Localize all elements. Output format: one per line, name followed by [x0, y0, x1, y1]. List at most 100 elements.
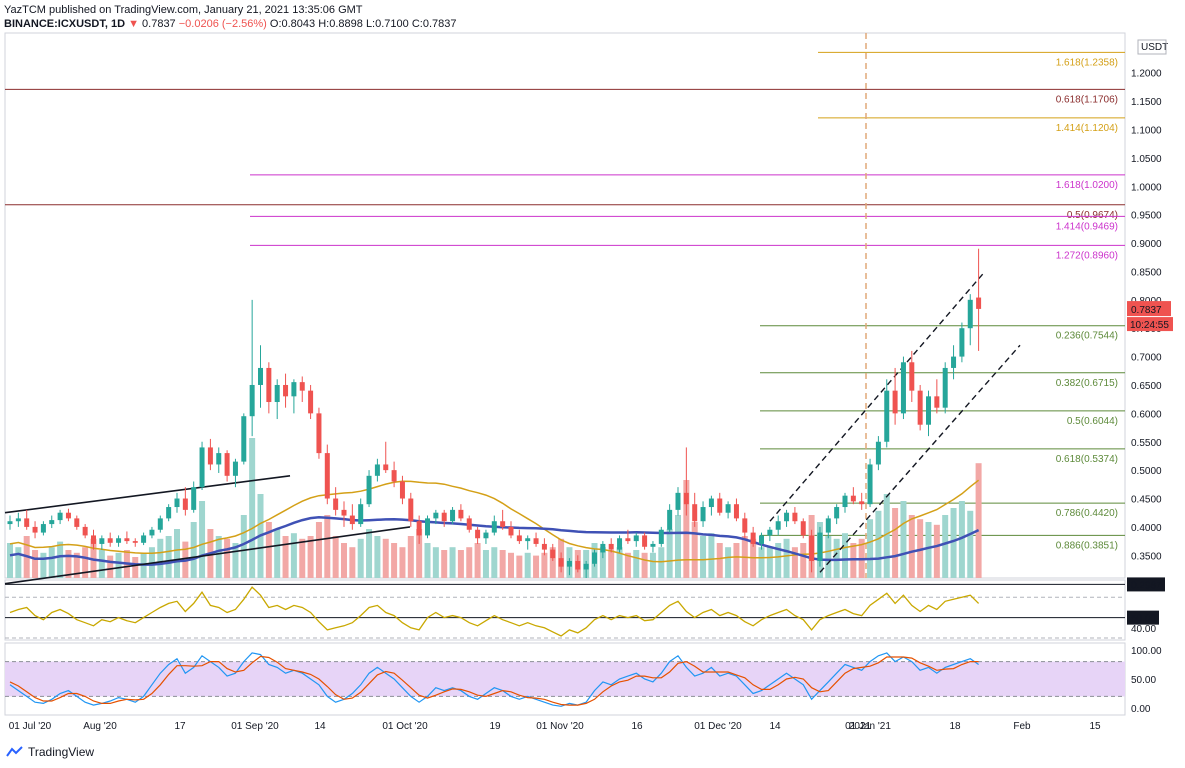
candle-body [116, 538, 122, 543]
price-tick: 0.7000 [1131, 353, 1162, 364]
volume-bar [132, 557, 139, 578]
volume-bar [249, 438, 256, 578]
last-price-label: 0.7837 [1131, 305, 1162, 316]
volume-bar [491, 547, 498, 578]
price-tick: 0.9000 [1131, 239, 1162, 250]
volume-bar [315, 522, 322, 578]
candle-body [7, 521, 13, 525]
candle-body [24, 518, 30, 527]
candle-body [834, 507, 840, 519]
time-tick: 17 [174, 721, 186, 732]
candle-body [617, 538, 623, 550]
candle-body [708, 498, 714, 508]
fib-label: 0.5(0.6044) [1067, 416, 1118, 427]
volume-bar [549, 547, 556, 578]
candle-body [592, 552, 597, 564]
support-badge [1127, 577, 1165, 592]
candle-body [917, 390, 923, 425]
candle-body [491, 521, 497, 533]
volume-bar [432, 547, 439, 578]
channel-upper [769, 270, 986, 522]
volume-bar [441, 550, 448, 578]
time-tick: 01 Oct '20 [382, 721, 428, 732]
price-tick: 0.6000 [1131, 409, 1162, 420]
volume-bar [332, 536, 339, 578]
price-tick: 0.4000 [1131, 523, 1162, 534]
candle-body [642, 535, 648, 547]
volume-bar [633, 550, 640, 578]
volume-bar [691, 522, 698, 578]
candle-body [258, 367, 263, 385]
candle-body [141, 535, 147, 543]
volume-bar [658, 547, 665, 578]
candle-body [391, 470, 397, 482]
volume-bar [733, 543, 740, 578]
candle-body [383, 464, 389, 471]
candle-body [508, 526, 514, 536]
volume-bar [608, 550, 615, 578]
candle-body [875, 441, 881, 465]
volume-bar [15, 547, 22, 578]
fib-label: 1.618(1.0200) [1056, 180, 1118, 191]
support-label: 0.2987 [1131, 580, 1162, 591]
volume-bar [883, 494, 890, 578]
candle-body [191, 487, 197, 510]
time-tick: 19 [489, 721, 501, 732]
candle-body [291, 382, 297, 397]
volume-bar [265, 522, 272, 578]
candle-body [625, 538, 631, 542]
candle-body [850, 495, 856, 502]
volume-bar [424, 543, 431, 578]
fib-label: 1.618(1.2358) [1056, 57, 1118, 68]
fib-label: 0.786(0.4420) [1056, 508, 1118, 519]
candle-body [658, 529, 664, 544]
volume-bar [892, 508, 899, 578]
volume-bar [48, 547, 55, 578]
candle-body [450, 509, 456, 522]
candle-body [475, 529, 481, 539]
candle-body [951, 356, 957, 368]
candle-body [959, 328, 965, 357]
volume-bar [282, 536, 289, 578]
volume-bar [867, 519, 874, 578]
stoch-d-line [9, 655, 979, 706]
price-tick: 0.4500 [1131, 495, 1162, 506]
candle-body [717, 498, 723, 513]
time-tick: 01 Jan '21 [845, 721, 891, 732]
volume-bar [174, 529, 180, 578]
candle-body [166, 507, 172, 519]
candle-body [558, 558, 564, 567]
rsi-pane [4, 579, 1126, 641]
time-tick: 01 Nov '20 [536, 721, 584, 732]
time-tick: 14 [314, 721, 326, 732]
volume-bar [449, 547, 456, 578]
price-tick: 1.1500 [1131, 97, 1162, 108]
candle-body [859, 501, 865, 505]
candle-body [249, 384, 255, 417]
volume-bar [157, 538, 164, 578]
candle-body [149, 529, 155, 536]
volume-bar [783, 538, 790, 578]
volume-bar [32, 550, 39, 578]
candle-body [566, 560, 572, 567]
candle-body [967, 299, 973, 329]
candle-body [408, 498, 414, 522]
candle-body [299, 382, 305, 391]
fib-label: 1.414(0.9469) [1056, 221, 1118, 232]
volume-bar [215, 536, 222, 578]
tradingview-brand[interactable]: TradingView [6, 745, 94, 759]
price-tick: 0.9500 [1131, 211, 1162, 222]
time-tick: Aug '20 [83, 721, 117, 732]
trendlines [4, 270, 1021, 585]
volume-bar [165, 536, 172, 578]
candle-body [692, 504, 698, 522]
volume-bar [98, 550, 105, 578]
candle-body [74, 518, 80, 527]
rsi-line [9, 586, 980, 637]
candle-body [733, 504, 739, 519]
volume-bar [624, 552, 631, 578]
volume-bar [357, 538, 364, 578]
volume-bar [274, 529, 281, 578]
candle-body [399, 481, 405, 499]
